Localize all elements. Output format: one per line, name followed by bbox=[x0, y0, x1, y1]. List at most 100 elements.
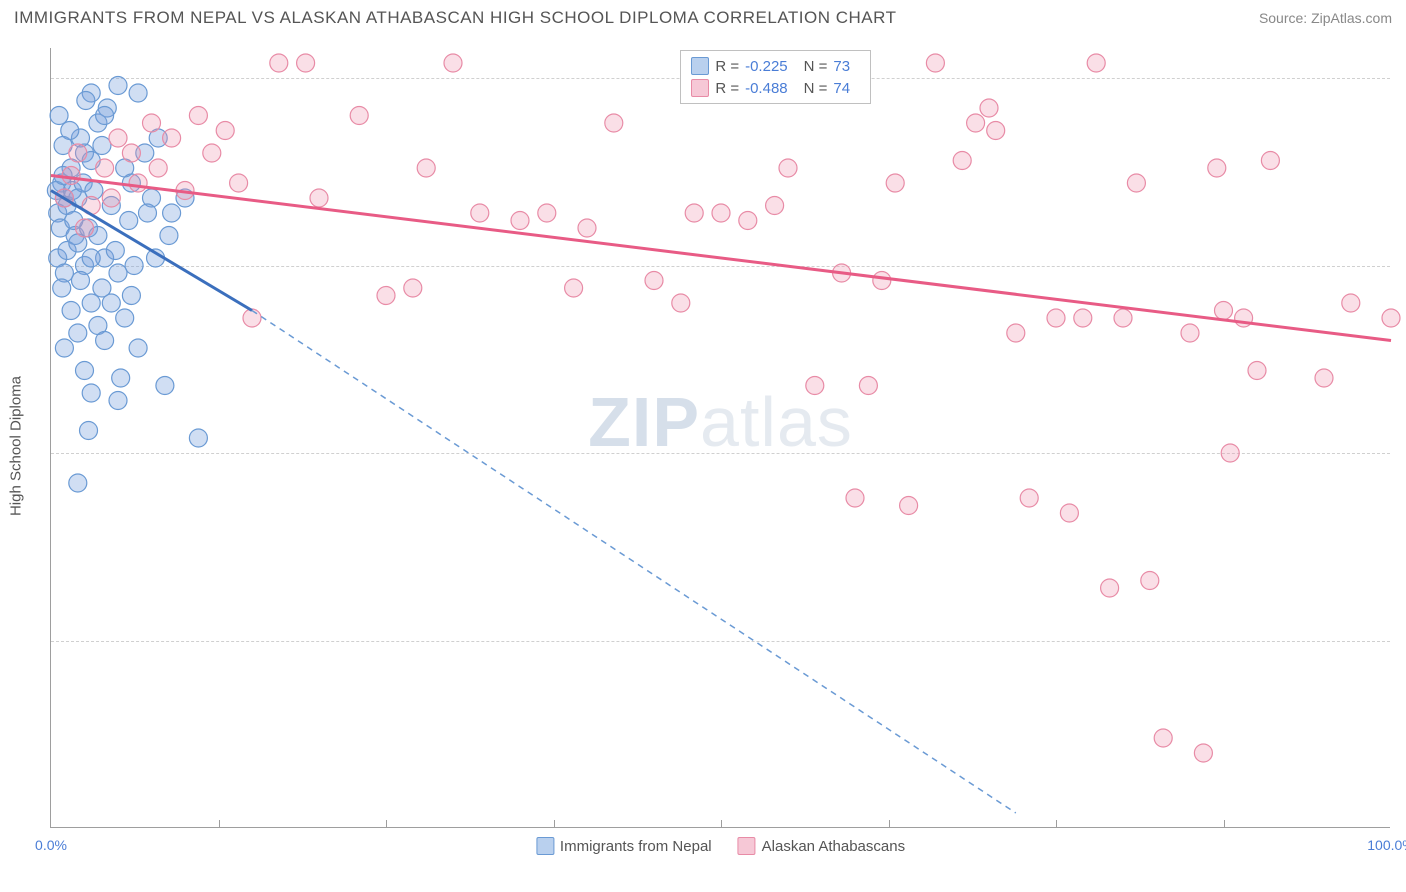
data-point bbox=[377, 287, 395, 305]
data-point bbox=[1047, 309, 1065, 327]
data-point bbox=[1141, 572, 1159, 590]
data-point bbox=[1020, 489, 1038, 507]
data-point bbox=[149, 159, 167, 177]
data-point bbox=[129, 174, 147, 192]
data-point bbox=[53, 279, 71, 297]
data-point bbox=[122, 287, 140, 305]
data-point bbox=[953, 152, 971, 170]
data-point bbox=[82, 249, 100, 267]
data-point bbox=[1248, 362, 1266, 380]
data-point bbox=[76, 219, 94, 237]
data-point bbox=[112, 369, 130, 387]
x-tick-label: 100.0% bbox=[1367, 837, 1406, 853]
data-point bbox=[106, 242, 124, 260]
legend-item: Immigrants from Nepal bbox=[536, 837, 712, 855]
data-point bbox=[980, 99, 998, 117]
data-point bbox=[76, 362, 94, 380]
data-point bbox=[1114, 309, 1132, 327]
legend-swatch bbox=[536, 837, 554, 855]
y-tick-label: 62.5% bbox=[1400, 633, 1406, 649]
data-point bbox=[61, 122, 79, 140]
data-point bbox=[967, 114, 985, 132]
data-point bbox=[859, 377, 877, 395]
data-point bbox=[1007, 324, 1025, 342]
data-point bbox=[82, 294, 100, 312]
data-point bbox=[102, 189, 120, 207]
data-point bbox=[886, 174, 904, 192]
data-point bbox=[230, 174, 248, 192]
chart-plot-area: ZIPatlas R = -0.225N = 73R = -0.488N = 7… bbox=[50, 48, 1390, 828]
stats-legend-row: R = -0.488N = 74 bbox=[691, 77, 860, 99]
data-point bbox=[806, 377, 824, 395]
data-point bbox=[93, 137, 111, 155]
data-point bbox=[511, 212, 529, 230]
data-point bbox=[1221, 444, 1239, 462]
data-point bbox=[310, 189, 328, 207]
data-point bbox=[55, 339, 73, 357]
data-point bbox=[156, 377, 174, 395]
trend-line-extension bbox=[252, 311, 1016, 814]
data-point bbox=[739, 212, 757, 230]
data-point bbox=[77, 92, 95, 110]
data-point bbox=[297, 54, 315, 72]
legend-label: Immigrants from Nepal bbox=[560, 838, 712, 855]
data-point bbox=[1208, 159, 1226, 177]
data-point bbox=[80, 422, 98, 440]
data-point bbox=[1074, 309, 1092, 327]
data-point bbox=[109, 129, 127, 147]
data-point bbox=[189, 429, 207, 447]
data-point bbox=[779, 159, 797, 177]
data-point bbox=[900, 497, 918, 515]
data-point bbox=[1127, 174, 1145, 192]
data-point bbox=[444, 54, 462, 72]
data-point bbox=[270, 54, 288, 72]
series-legend: Immigrants from Nepal Alaskan Athabascans bbox=[536, 837, 905, 855]
legend-swatch bbox=[738, 837, 756, 855]
data-point bbox=[605, 114, 623, 132]
y-tick-label: 87.5% bbox=[1400, 258, 1406, 274]
legend-label: Alaskan Athabascans bbox=[762, 838, 905, 855]
data-point bbox=[69, 324, 87, 342]
data-point bbox=[672, 294, 690, 312]
data-point bbox=[109, 392, 127, 410]
data-point bbox=[1181, 324, 1199, 342]
legend-item: Alaskan Athabascans bbox=[738, 837, 905, 855]
data-point bbox=[138, 204, 156, 222]
data-point bbox=[987, 122, 1005, 140]
y-axis-label: High School Diploma bbox=[8, 376, 25, 516]
x-tick-label: 0.0% bbox=[35, 837, 67, 853]
data-point bbox=[96, 107, 114, 125]
stats-legend-row: R = -0.225N = 73 bbox=[691, 55, 860, 77]
data-point bbox=[109, 264, 127, 282]
data-point bbox=[116, 309, 134, 327]
data-point bbox=[71, 272, 89, 290]
data-point bbox=[350, 107, 368, 125]
data-point bbox=[1342, 294, 1360, 312]
data-point bbox=[129, 84, 147, 102]
data-point bbox=[1261, 152, 1279, 170]
legend-swatch bbox=[691, 57, 709, 75]
y-tick-label: 75.0% bbox=[1400, 445, 1406, 461]
legend-swatch bbox=[691, 79, 709, 97]
data-point bbox=[143, 114, 161, 132]
data-point bbox=[216, 122, 234, 140]
data-point bbox=[1315, 369, 1333, 387]
data-point bbox=[50, 107, 68, 125]
data-point bbox=[129, 339, 147, 357]
chart-title: IMMIGRANTS FROM NEPAL VS ALASKAN ATHABAS… bbox=[14, 8, 896, 28]
data-point bbox=[873, 272, 891, 290]
stats-legend: R = -0.225N = 73R = -0.488N = 74 bbox=[680, 50, 871, 104]
source-label: Source: ZipAtlas.com bbox=[1259, 10, 1392, 26]
data-point bbox=[163, 129, 181, 147]
data-point bbox=[645, 272, 663, 290]
data-point bbox=[96, 159, 114, 177]
data-point bbox=[1060, 504, 1078, 522]
data-point bbox=[109, 77, 127, 95]
data-point bbox=[189, 107, 207, 125]
data-point bbox=[417, 159, 435, 177]
data-point bbox=[1382, 309, 1400, 327]
data-point bbox=[120, 212, 138, 230]
scatter-svg bbox=[51, 48, 1390, 827]
data-point bbox=[62, 167, 80, 185]
data-point bbox=[1087, 54, 1105, 72]
